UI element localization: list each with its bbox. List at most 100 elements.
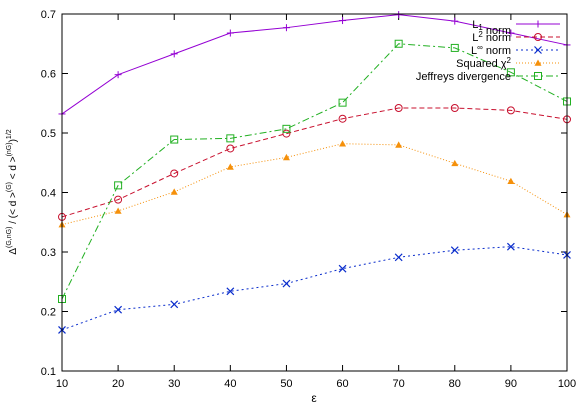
y-tick-label: 0.5 [41,128,56,140]
x-tick-label: 50 [280,378,292,390]
tick-layer: 10 20 30 40 50 60 70 80 90 100 0.1 0.2 0.3 0.4 0.5 0.6 0… [41,9,576,390]
data-point [507,29,515,37]
x-tick-label: 60 [336,378,348,390]
y-tick-label: 0.3 [41,247,56,259]
data-point [282,129,291,138]
data-point [226,163,234,170]
data-point [282,153,290,161]
y-tick-label: 0.2 [41,307,56,319]
data-point [534,46,542,54]
x-tick-label: 80 [449,378,461,390]
y-tick-label: 0.7 [41,9,56,21]
x-tick-label: 40 [224,378,236,390]
data-point [451,159,459,167]
data-point [394,253,403,262]
data-point [506,106,515,115]
series-layer [58,11,571,334]
data-point [506,68,515,77]
series-2 [58,242,571,334]
data-point [114,71,122,79]
legend-chi2-sup: 2 [507,56,512,65]
data-point [282,279,291,288]
legend-l1-sub: 1 [478,23,483,32]
y-label-ng-sup: (nG) [6,142,13,156]
y-axis-label: Δ(G,nG) / (< d >(G) < d >(nG))1/2 [6,129,19,254]
data-point [114,181,123,190]
legend-l2-sup: 2 [478,30,483,39]
data-point [339,140,347,147]
data-point [226,134,235,143]
data-point [339,17,347,25]
legend-label-linf: L∞ norm [471,43,511,57]
y-label-exp-sup: 1/2 [6,129,13,139]
y-label-delta: Δ [8,248,19,255]
data-point [114,305,123,314]
data-point [451,17,459,25]
y-label-slash-open: / (< d > [8,192,19,227]
data-point [534,72,542,80]
data-point [282,24,290,32]
data-point [450,246,459,255]
plot-frame [61,13,568,372]
x-tick-label: 30 [168,378,180,390]
data-point [170,300,179,309]
data-point [282,124,291,133]
y-tick-label: 0.6 [41,69,56,81]
legend-label-jeffreys: Jeffreys divergence [416,71,511,83]
data-point [450,43,459,52]
legend-entry-jeffreys: Jeffreys divergence [416,71,560,83]
legend: L1 norm L2 norm L∞ norm Squared χ2 Jeffr [416,19,560,83]
legend-marker-jeffreys [534,72,542,80]
legend-marker-l2 [534,33,542,41]
y-label-close: ) [8,139,19,142]
data-point [450,104,459,113]
x-tick-label: 90 [505,378,517,390]
data-point [395,11,403,19]
data-point [534,59,542,66]
legend-label-chi2: Squared χ2 [456,56,511,70]
series-line [61,43,568,300]
y-label-mid: < d > [8,156,19,182]
data-point [534,20,542,28]
data-point [226,29,234,37]
series-0 [58,11,571,118]
data-point [395,141,403,148]
data-point [226,144,235,153]
data-point [170,188,178,195]
data-point [226,287,235,296]
data-point [170,135,179,144]
legend-entry-linf: L∞ norm [471,43,560,57]
data-point [394,104,403,113]
data-point [114,195,123,204]
series-line [61,143,568,226]
legend-linf-sup: ∞ [477,43,483,52]
data-point [534,33,542,41]
y-tick-label: 0.1 [41,366,56,378]
series-line [61,14,568,115]
legend-marker-chi2 [534,59,542,66]
y-label-g-sup: (G) [6,182,13,192]
data-point [507,177,515,184]
data-point [170,169,179,178]
legend-label-l1: L1 norm [472,19,511,37]
legend-entry-l2: L2 norm [472,30,560,44]
data-point [114,207,122,214]
x-tick-label: 20 [112,378,124,390]
data-point [170,50,178,58]
data-point [338,98,347,107]
x-tick-label: 100 [558,378,576,390]
legend-label-l2: L2 norm [472,30,511,44]
x-tick-label: 10 [56,378,68,390]
y-label-delta-sup: (G,nG) [6,227,13,248]
data-point [394,39,403,48]
legend-entry-chi2: Squared χ2 [456,56,560,70]
data-point [338,114,347,123]
legend-marker-l1 [534,20,542,28]
y-tick-label: 0.4 [41,188,56,200]
series-1 [58,104,571,221]
series-line [61,107,568,218]
x-tick-label: 70 [393,378,405,390]
series-3 [58,140,571,228]
